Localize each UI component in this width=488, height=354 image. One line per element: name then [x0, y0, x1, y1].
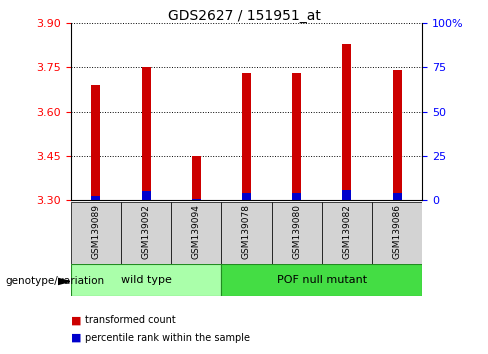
Text: wild type: wild type [121, 275, 171, 285]
Bar [222, 202, 271, 264]
Bar [392, 193, 402, 200]
Polygon shape [58, 278, 70, 285]
Bar [322, 202, 372, 264]
Text: POF null mutant: POF null mutant [277, 275, 367, 285]
Bar [71, 202, 121, 264]
Text: genotype/variation: genotype/variation [5, 276, 104, 286]
Bar [142, 191, 151, 200]
Bar [142, 67, 151, 200]
Text: GDS2627 / 151951_at: GDS2627 / 151951_at [167, 9, 321, 23]
Text: GSM139089: GSM139089 [91, 204, 101, 259]
Bar [292, 73, 301, 200]
Bar [292, 193, 301, 200]
Text: percentile rank within the sample: percentile rank within the sample [85, 333, 250, 343]
Bar [392, 70, 402, 200]
Bar [372, 202, 422, 264]
Text: GSM139082: GSM139082 [342, 204, 351, 258]
Bar [242, 73, 251, 200]
Bar [192, 199, 201, 200]
Bar [192, 156, 201, 200]
Bar [121, 202, 171, 264]
Bar [91, 195, 101, 200]
Bar [342, 190, 351, 200]
Bar [91, 85, 101, 200]
Text: GSM139078: GSM139078 [242, 204, 251, 259]
Text: GSM139094: GSM139094 [192, 204, 201, 258]
Bar [271, 202, 322, 264]
Bar [171, 202, 222, 264]
Text: GSM139086: GSM139086 [392, 204, 402, 259]
Text: ■: ■ [71, 333, 81, 343]
Bar [71, 264, 222, 296]
Text: transformed count: transformed count [85, 315, 176, 325]
Bar [342, 44, 351, 200]
Text: GSM139092: GSM139092 [142, 204, 151, 258]
Text: ■: ■ [71, 315, 81, 325]
Bar [222, 264, 422, 296]
Bar [242, 193, 251, 200]
Text: GSM139080: GSM139080 [292, 204, 301, 259]
